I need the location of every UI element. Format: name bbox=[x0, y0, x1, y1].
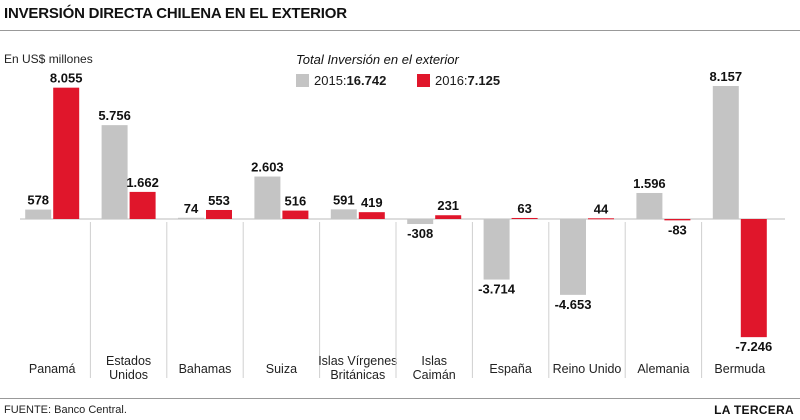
data-label-2016: 8.055 bbox=[50, 71, 83, 86]
bar-2015 bbox=[25, 209, 52, 219]
category-label: Islas Vírgenes bbox=[318, 354, 397, 368]
data-label-2016: -7.246 bbox=[735, 339, 772, 354]
bar-2015 bbox=[330, 209, 357, 219]
category-label: Unidos bbox=[109, 368, 148, 382]
data-label-2016: -83 bbox=[668, 222, 687, 237]
category-label: Estados bbox=[106, 354, 151, 368]
data-label-2016: 44 bbox=[594, 201, 609, 216]
bar-2015 bbox=[483, 219, 510, 280]
data-label-2015: 5.756 bbox=[98, 108, 131, 123]
data-label-2015: 591 bbox=[333, 192, 355, 207]
bar-2015 bbox=[101, 125, 128, 219]
category-label: Reino Unido bbox=[553, 362, 622, 376]
bar-2016 bbox=[53, 87, 80, 219]
legend-item-2015: 2015: 16.742 bbox=[296, 72, 386, 88]
data-label-2015: -308 bbox=[407, 226, 433, 241]
legend-swatch-2015 bbox=[296, 73, 309, 87]
bar-2015 bbox=[712, 86, 739, 219]
data-label-2016: 553 bbox=[208, 193, 230, 208]
data-label-2015: 2.603 bbox=[251, 160, 284, 175]
legend-item-2016: 2016: 7.125 bbox=[417, 72, 500, 88]
bar-2016 bbox=[664, 219, 691, 221]
category-label: Británicas bbox=[330, 368, 385, 382]
unit-label: En US$ millones bbox=[4, 52, 93, 66]
category-label: Bahamas bbox=[179, 362, 232, 376]
bar-2015 bbox=[178, 217, 204, 219]
bar-2015 bbox=[254, 176, 281, 219]
data-label-2016: 63 bbox=[517, 201, 531, 216]
legend-title: Total Inversión en el exterior bbox=[296, 52, 459, 67]
data-label-2015: -4.653 bbox=[555, 297, 592, 312]
bar-2016 bbox=[206, 209, 232, 219]
category-label: Panamá bbox=[29, 362, 76, 376]
data-label-2016: 419 bbox=[361, 195, 383, 210]
bar-2016 bbox=[588, 218, 614, 220]
top-divider bbox=[0, 30, 800, 31]
data-label-2015: 74 bbox=[184, 201, 199, 216]
bar-2016 bbox=[358, 212, 385, 219]
legend-year-2015: 2015: bbox=[314, 72, 347, 88]
category-label: Alemania bbox=[637, 362, 689, 376]
category-label: España bbox=[489, 362, 531, 376]
data-label-2016: 1.662 bbox=[126, 175, 159, 190]
bar-2016 bbox=[282, 210, 309, 219]
legend-total-2015: 16.742 bbox=[346, 72, 387, 88]
category-label: Islas bbox=[421, 354, 447, 368]
legend-year-2016: 2016: bbox=[435, 72, 468, 88]
data-label-2015: -3.714 bbox=[478, 282, 516, 297]
bar-2016 bbox=[511, 217, 538, 219]
bar-2015 bbox=[636, 192, 663, 219]
chart-title: INVERSIÓN DIRECTA CHILENA EN EL EXTERIOR bbox=[4, 5, 347, 22]
category-label: Suiza bbox=[266, 362, 297, 376]
publisher-brand: LA TERCERA bbox=[714, 403, 794, 417]
legend-total-2016: 7.125 bbox=[467, 72, 501, 88]
source-note: FUENTE: Banco Central. bbox=[4, 404, 127, 416]
category-label: Caimán bbox=[413, 368, 456, 382]
legend-swatch-2016 bbox=[417, 73, 430, 87]
category-label: Bermuda bbox=[714, 362, 765, 376]
bar-2016 bbox=[129, 191, 156, 219]
bar-2015 bbox=[560, 219, 586, 295]
bottom-divider bbox=[0, 398, 800, 399]
bar-2016 bbox=[740, 219, 767, 338]
data-label-2016: 231 bbox=[437, 198, 459, 213]
data-label-2015: 8.157 bbox=[710, 69, 743, 84]
bar-2016 bbox=[435, 215, 462, 219]
bar-2015 bbox=[407, 219, 434, 225]
data-label-2015: 578 bbox=[27, 193, 49, 208]
data-label-2015: 1.596 bbox=[633, 176, 666, 191]
data-label-2016: 516 bbox=[285, 194, 307, 209]
